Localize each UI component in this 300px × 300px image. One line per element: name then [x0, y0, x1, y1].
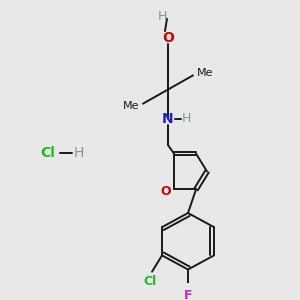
Text: Cl: Cl	[40, 146, 56, 160]
Text: O: O	[161, 185, 171, 198]
Text: H: H	[181, 112, 191, 125]
Text: Me: Me	[197, 68, 214, 78]
Text: Me: Me	[122, 101, 139, 112]
Text: Cl: Cl	[143, 274, 157, 288]
Text: H: H	[157, 11, 167, 23]
Text: F: F	[184, 290, 192, 300]
Text: N: N	[162, 112, 174, 126]
Text: H: H	[74, 146, 84, 160]
Text: O: O	[162, 31, 174, 45]
